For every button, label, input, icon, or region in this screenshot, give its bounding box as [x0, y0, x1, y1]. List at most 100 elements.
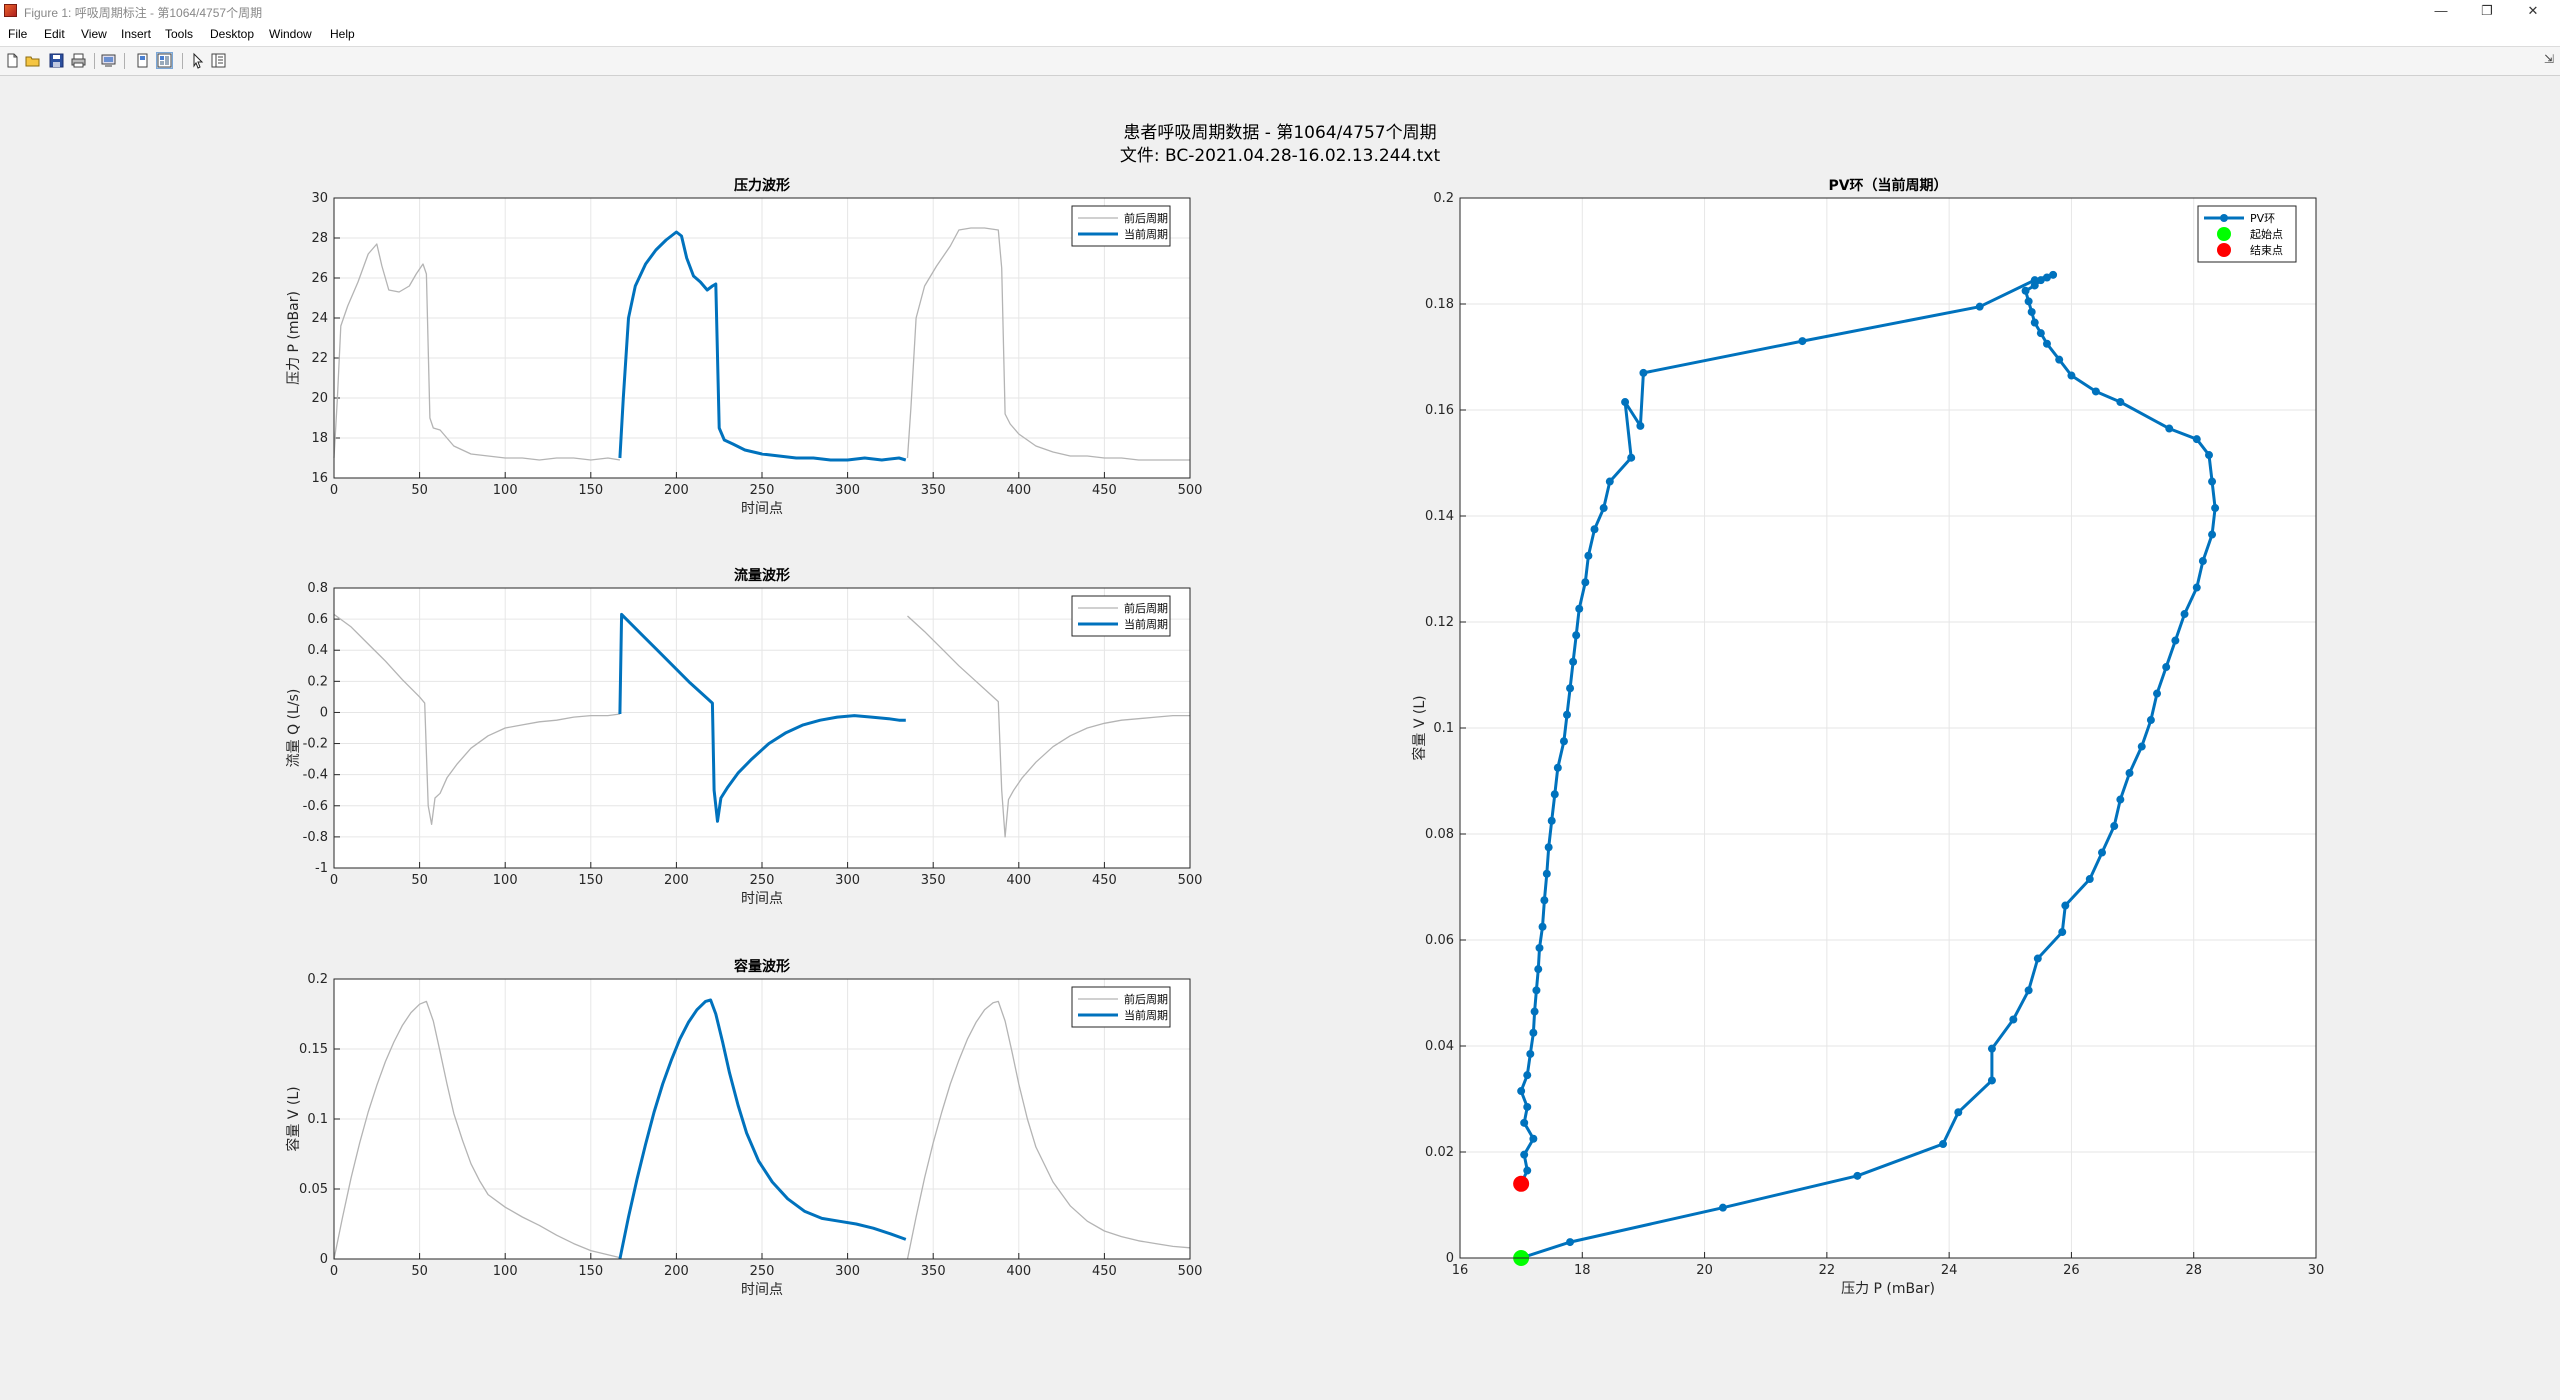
figure-toolbar: ⇲ — [0, 47, 2560, 76]
pv-loop-x-tick-label: 24 — [1941, 1263, 1958, 1278]
volume-x-tick-label: 150 — [578, 1264, 603, 1279]
pv-loop-point — [2027, 307, 2036, 316]
menu-tools[interactable]: Tools — [165, 27, 194, 41]
minimize-button[interactable]: — — [2434, 3, 2448, 18]
volume-x-tick-label: 200 — [664, 1264, 689, 1279]
pv-loop-y-axis-label: 容量 V (L) — [1411, 695, 1428, 760]
pv-loop-point — [1590, 525, 1599, 534]
pressure-x-tick-label: 200 — [664, 483, 689, 498]
pv-loop-point — [1987, 1076, 1996, 1085]
pressure-y-tick-label: 18 — [311, 431, 328, 446]
pv-loop-point — [2098, 848, 2106, 857]
pressure-y-tick-label: 30 — [311, 191, 328, 206]
close-button[interactable]: ✕ — [2527, 3, 2539, 18]
flow-y-tick-label: -0.4 — [303, 768, 328, 783]
pv-loop-point — [2055, 355, 2064, 364]
pv-loop-point — [2208, 530, 2217, 539]
pv-loop-point — [1529, 1028, 1538, 1037]
pv-loop-point — [2033, 954, 2042, 963]
pv-loop-point — [2030, 276, 2039, 285]
pv-loop-point — [1534, 965, 1543, 974]
pv-loop-point — [2009, 1015, 2018, 1024]
pv-loop-point — [1517, 1087, 1526, 1096]
volume-history-line — [333, 1000, 621, 1260]
flow-y-axis-label: 流量 Q (L/s) — [286, 689, 302, 768]
pv-loop-point — [1939, 1140, 1948, 1149]
flow-history-line — [907, 615, 1190, 838]
menu-edit[interactable]: Edit — [44, 27, 65, 41]
volume-x-tick-label: 0 — [330, 1264, 338, 1279]
legend-label: 当前周期 — [1124, 227, 1168, 241]
dock-figure-icon[interactable]: ⇲ — [2543, 52, 2554, 66]
pv-loop-point — [1520, 1150, 1529, 1159]
restore-button[interactable]: ❐ — [2481, 3, 2493, 18]
pressure-axes-box — [333, 197, 1191, 479]
pv-loop-point — [2061, 901, 2070, 910]
flow-x-tick-label: 0 — [330, 873, 338, 888]
pv-loop-point — [1636, 421, 1645, 430]
pv-loop-point — [2192, 435, 2201, 444]
pv-loop-point — [1563, 710, 1571, 719]
pv-loop-point — [1569, 657, 1578, 666]
menu-help[interactable]: Help — [330, 27, 355, 41]
menu-file[interactable]: File — [8, 27, 28, 41]
pv-loop-point — [2042, 273, 2051, 282]
menu-view[interactable]: View — [81, 27, 107, 41]
pv-loop-point — [1798, 337, 1807, 346]
menu-desktop[interactable]: Desktop — [210, 27, 255, 41]
pv-loop-point — [2021, 286, 2030, 295]
pv-loop-point — [2091, 387, 2100, 396]
legend-label: 前后周期 — [1124, 601, 1168, 615]
menu-insert[interactable]: Insert — [121, 27, 152, 41]
save-icon[interactable] — [48, 52, 65, 69]
pv-loop-point — [2049, 270, 2058, 279]
pv-loop-y-tick-label: 0.02 — [1425, 1145, 1454, 1160]
pv-loop-point — [2036, 329, 2045, 338]
pv-loop-y-tick-label: 0.04 — [1425, 1039, 1454, 1054]
open-file-icon[interactable] — [24, 52, 41, 69]
pressure-history-line — [333, 243, 621, 461]
window-titlebar: Figure 1: 呼吸周期标注 - 第1064/4757个周期 — ❐ ✕ — [0, 0, 2560, 22]
pv-loop-point — [2110, 822, 2119, 831]
volume-x-tick-label: 450 — [1092, 1264, 1117, 1279]
pressure-x-tick-label: 0 — [330, 483, 338, 498]
legend-label: PV环 — [2250, 212, 2275, 225]
legend-label: 结束点 — [2250, 244, 2283, 257]
pv-loop-point — [1526, 1049, 1535, 1058]
pv-loop-point — [1975, 302, 1984, 311]
pressure-y-tick-label: 28 — [311, 231, 328, 246]
legend-marker — [2217, 227, 2231, 241]
pv-loop-y-tick-label: 0.2 — [1433, 191, 1454, 206]
pv-loop-point — [1718, 1203, 1727, 1212]
new-figure-icon[interactable] — [4, 52, 21, 69]
legend-label: 前后周期 — [1124, 211, 1168, 225]
flow-x-tick-label: 150 — [578, 873, 603, 888]
flow-y-tick-label: -0.2 — [303, 737, 328, 752]
hide-plot-tools-icon[interactable] — [134, 52, 151, 69]
pv-loop-y-tick-label: 0.12 — [1425, 615, 1454, 630]
property-inspector-icon[interactable] — [210, 52, 227, 69]
pv-loop-x-tick-label: 22 — [1819, 1263, 1836, 1278]
edit-plot-pointer-icon[interactable] — [190, 52, 207, 69]
pv-loop-legend-box — [2197, 205, 2297, 263]
volume-y-tick-label: 0.1 — [307, 1112, 328, 1127]
show-plot-tools-icon[interactable] — [156, 52, 173, 69]
print-preview-icon[interactable] — [100, 52, 117, 69]
pv-loop-point — [2180, 610, 2189, 619]
flow-legend-box — [1071, 595, 1171, 637]
pv-loop-point — [1572, 631, 1581, 640]
volume-y-tick-label: 0.15 — [299, 1042, 328, 1057]
legend-marker — [2220, 214, 2228, 222]
pv-loop-point — [1987, 1044, 1996, 1053]
pv-loop-point — [1584, 551, 1593, 560]
end-point-marker — [1513, 1175, 1530, 1192]
pv-loop-x-axis-label: 压力 P (mBar) — [1841, 1281, 1935, 1297]
menu-window[interactable]: Window — [269, 27, 312, 41]
pv-loop-point — [2125, 769, 2134, 778]
print-icon[interactable] — [70, 52, 87, 69]
volume-y-tick-label: 0.05 — [299, 1182, 328, 1197]
pv-loop-point — [2036, 276, 2045, 285]
flow-x-tick-label: 350 — [921, 873, 946, 888]
volume-y-tick-label: 0.2 — [307, 972, 328, 987]
